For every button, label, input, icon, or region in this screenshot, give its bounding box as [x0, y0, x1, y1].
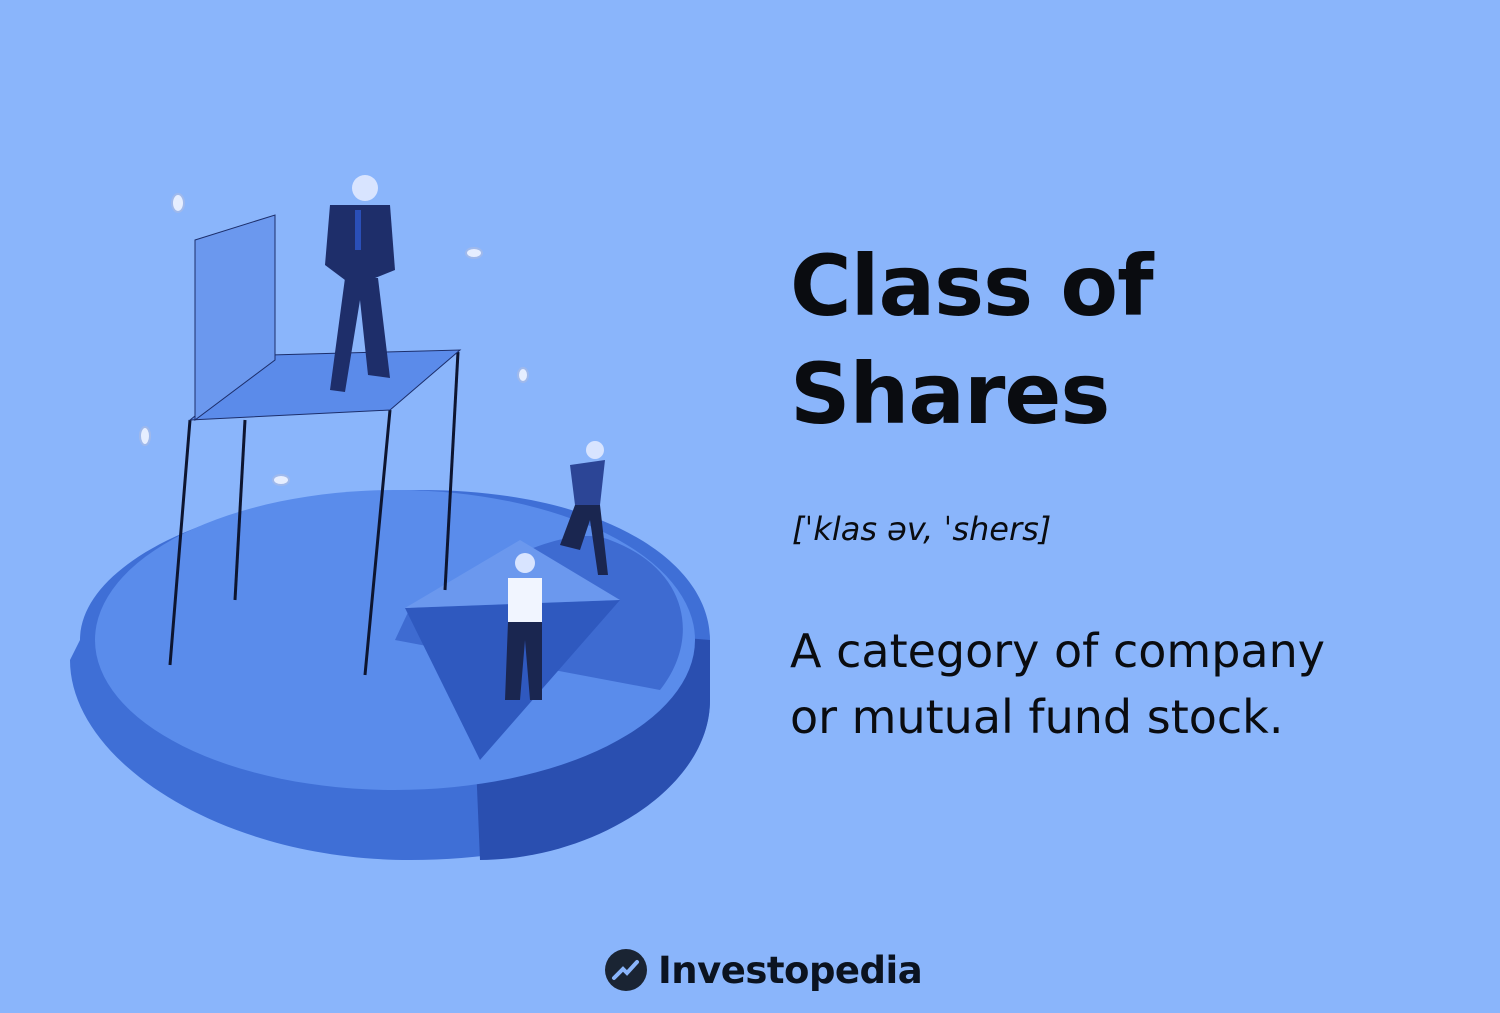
page-title: Class of Shares — [790, 232, 1154, 448]
investopedia-logo-icon — [605, 949, 647, 991]
platform — [168, 351, 460, 676]
definition-line-2: or mutual fund stock. — [790, 690, 1284, 744]
brand-logo: Investopedia — [604, 944, 923, 996]
definition: A category of company or mutual fund sto… — [790, 618, 1480, 750]
climbing-person — [560, 441, 608, 575]
pie-chart-illustration — [70, 175, 710, 860]
coins — [139, 193, 529, 486]
title-line-2: Shares — [790, 345, 1110, 443]
title-line-1: Class of — [790, 237, 1154, 335]
definition-line-1: A category of company — [790, 624, 1325, 678]
businessman-figure — [325, 175, 395, 392]
brand-name: Investopedia — [658, 948, 923, 992]
standing-person — [505, 553, 542, 700]
pronunciation: [ˈklas əv, ˈshers] — [792, 510, 1052, 548]
